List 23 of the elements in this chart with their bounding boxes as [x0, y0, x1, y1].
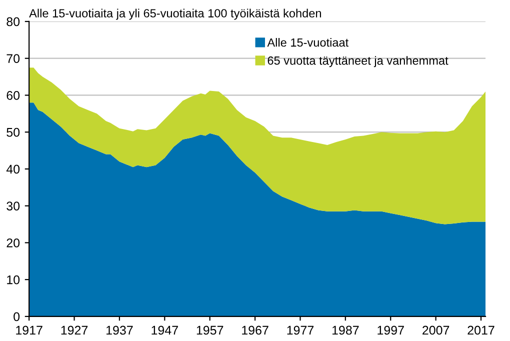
y-tick-label: 50: [6, 128, 20, 137]
chart-title: Alle 15-vuotiaita ja yli 65-vuotiaita 100 työikäistä kohden: [29, 8, 321, 20]
x-tick-label: 1937: [106, 326, 133, 335]
y-tick-label: 80: [6, 17, 20, 26]
y-tick-label: 60: [6, 91, 20, 100]
y-tick-label: 40: [6, 164, 20, 174]
y-tick-label: 20: [6, 238, 20, 248]
x-tick-label: 2017: [468, 326, 494, 335]
x-tick-label: 1957: [196, 326, 224, 335]
legend-label: 65 vuotta täyttäneet ja vanhemmat: [268, 56, 448, 68]
x-tick-label: 1997: [378, 326, 404, 335]
x-tick-label: 1977: [287, 326, 314, 335]
x-tick-label: 1967: [242, 326, 268, 335]
legend-label: Alle 15-vuotiaat: [267, 38, 348, 47]
y-tick-label: 10: [7, 275, 20, 284]
y-tick-label: 30: [6, 202, 20, 210]
y-tick-label: 0: [14, 312, 20, 322]
x-tick-label: 2007: [422, 326, 450, 335]
y-tick-label: 70: [6, 54, 20, 64]
x-tick-label: 1927: [61, 326, 88, 335]
x-tick-label: 1947: [152, 326, 178, 335]
x-tick-label: 1917: [16, 326, 42, 335]
x-tick-label: 1987: [332, 326, 359, 335]
